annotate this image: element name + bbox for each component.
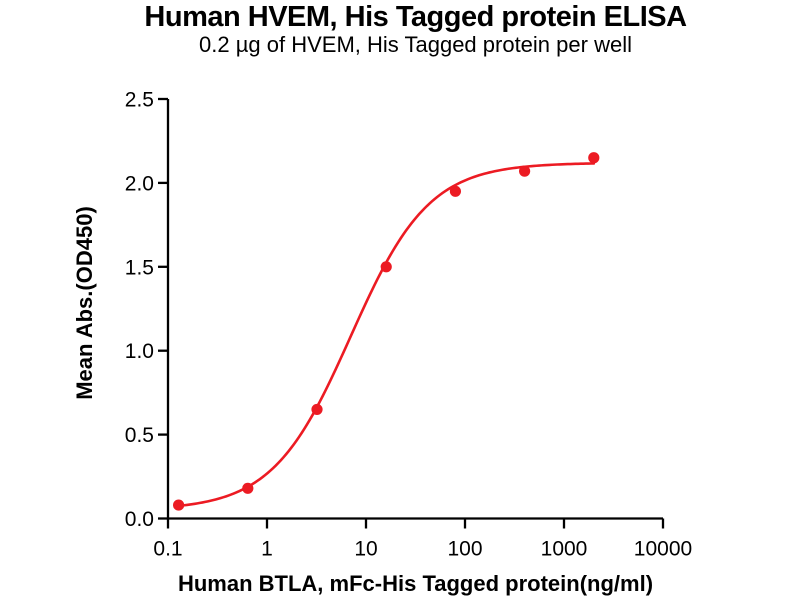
y-tick-label: 2.5 xyxy=(125,89,154,112)
y-tick-label: 1.0 xyxy=(125,340,154,363)
axis-lines xyxy=(166,99,663,520)
data-point xyxy=(519,165,531,177)
data-point xyxy=(380,261,392,273)
y-axis-label: Mean Abs.(OD450) xyxy=(72,206,97,400)
data-point xyxy=(173,499,185,511)
x-tick-label: 1000 xyxy=(541,538,588,561)
data-point xyxy=(311,403,323,416)
x-tick-label: 100 xyxy=(447,538,482,561)
y-tick-label: 0.5 xyxy=(125,424,154,447)
y-tick-label: 0.0 xyxy=(125,508,154,531)
x-tick-label: 0.1 xyxy=(153,538,182,561)
x-tick-label: 1 xyxy=(261,538,273,561)
chart-title: Human HVEM, His Tagged protein ELISA xyxy=(144,1,687,33)
data-point xyxy=(242,482,254,494)
chart-subtitle: 0.2 µg of HVEM, His Tagged protein per w… xyxy=(199,32,632,57)
data-point xyxy=(588,152,600,164)
x-tick-label: 10 xyxy=(354,538,377,561)
y-tick-label: 1.5 xyxy=(125,256,154,279)
fit-curve xyxy=(175,162,596,508)
x-tick-label: 10000 xyxy=(634,538,692,561)
x-axis-label: Human BTLA, mFc-His Tagged protein(ng/ml… xyxy=(177,571,654,596)
data-point xyxy=(449,185,462,197)
y-tick-label: 2.0 xyxy=(125,172,154,195)
